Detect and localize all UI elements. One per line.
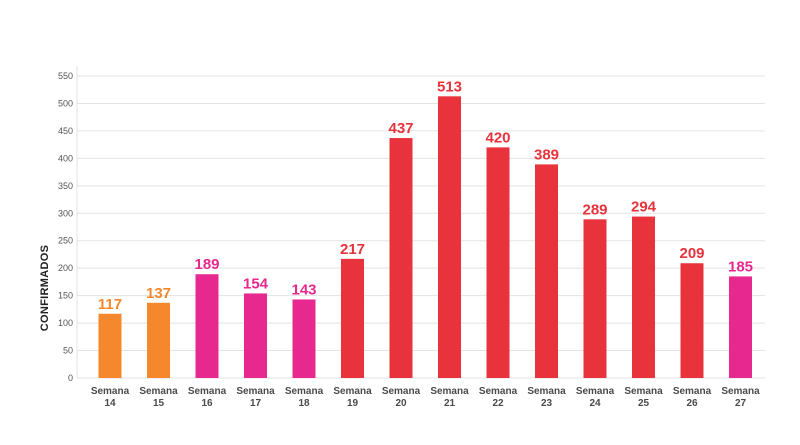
bar — [680, 263, 704, 378]
bar — [632, 216, 655, 378]
y-tick-label: 50 — [63, 346, 73, 356]
data-label: 117 — [98, 296, 122, 313]
x-tick-label: Semana 16 — [188, 386, 227, 409]
bar — [147, 302, 170, 378]
x-tick-label: Semana 17 — [236, 386, 275, 409]
y-axis-label: CONFIRMADOS — [39, 245, 51, 331]
data-label: 437 — [388, 120, 413, 137]
y-tick-label: 150 — [58, 291, 73, 301]
data-label: 420 — [485, 129, 510, 146]
data-label: 294 — [631, 199, 657, 216]
y-tick-label: 450 — [58, 126, 73, 136]
x-tick-label: Semana 22 — [479, 386, 518, 409]
y-tick-label: 250 — [58, 236, 73, 246]
x-tick-label: Semana 15 — [139, 386, 178, 409]
x-tick-label: Semana 14 — [91, 386, 130, 409]
x-tick-label: Semana 27 — [721, 386, 760, 409]
bar — [583, 219, 607, 378]
data-label: 289 — [582, 201, 607, 218]
x-tick-label: Semana 18 — [285, 386, 324, 409]
y-tick-label: 0 — [68, 373, 73, 383]
bar — [341, 258, 364, 378]
bar — [438, 96, 461, 379]
x-tick-label: Semana 24 — [576, 386, 615, 409]
x-tick-label: Semana 25 — [624, 386, 663, 409]
y-tick-label: 500 — [58, 98, 73, 108]
y-tick-label: 550 — [58, 71, 73, 81]
y-tick-label: 300 — [58, 208, 73, 218]
x-tick-label: Semana 20 — [382, 386, 421, 409]
y-tick-label: 350 — [58, 181, 73, 191]
data-labels: 117 137 189 154 143 217 437 513 420 389 289 294 209 1… — [98, 78, 753, 312]
x-tick-label: Semana 23 — [527, 386, 566, 409]
bar — [486, 147, 510, 378]
x-tick-label: Semana 21 — [430, 386, 469, 409]
bar — [729, 276, 752, 378]
data-label: 154 — [243, 275, 269, 292]
y-tick-label: 200 — [58, 263, 73, 273]
bar — [389, 138, 413, 378]
bar — [292, 299, 316, 378]
x-tick-label: Semana 26 — [673, 386, 712, 409]
data-label: 389 — [534, 146, 559, 163]
grid-lines — [76, 66, 765, 379]
data-label: 143 — [291, 281, 316, 298]
data-label: 137 — [146, 285, 171, 302]
data-label: 209 — [679, 245, 704, 262]
data-label: 185 — [728, 258, 753, 275]
x-axis-ticks: Semana 14 Semana 15 Semana 16 Semana 17 Semana 18… — [91, 386, 760, 409]
bar — [244, 293, 267, 378]
data-label: 217 — [340, 241, 365, 258]
data-label: 189 — [194, 256, 219, 273]
bar — [195, 274, 219, 378]
bar — [98, 313, 122, 378]
y-tick-label: 400 — [58, 153, 73, 163]
bars — [98, 96, 752, 379]
data-label: 513 — [437, 78, 462, 95]
y-axis-ticks: 0 50 100 150 200 250 300 350 400 450 500 550 — [58, 71, 73, 383]
bar — [535, 164, 558, 378]
y-tick-label: 100 — [58, 318, 73, 328]
x-tick-label: Semana 19 — [333, 386, 372, 409]
